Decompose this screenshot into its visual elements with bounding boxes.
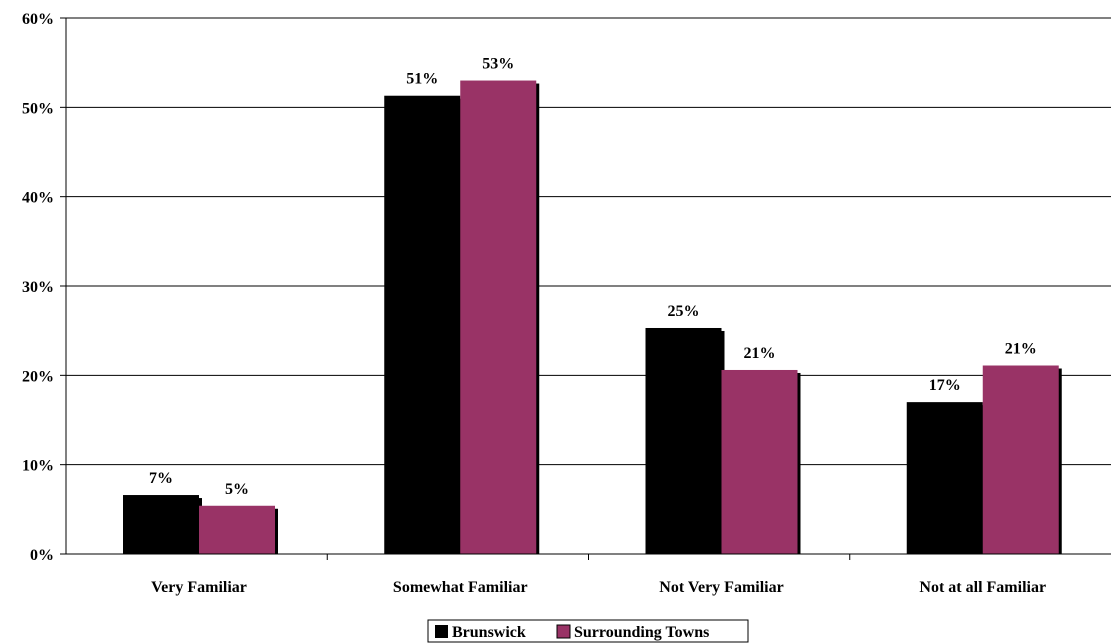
bar-data-label: 51%: [406, 71, 438, 88]
bar: [384, 95, 461, 554]
y-tick-label: 60%: [22, 11, 54, 28]
axes: [60, 17, 1111, 560]
y-tick-label: 40%: [22, 190, 54, 207]
y-tick-label: 10%: [22, 458, 54, 475]
labels: 0% 10% 20% 30% 40% 50% 60% Very Familiar 7% 5% Som…: [22, 11, 1046, 596]
bar: [721, 369, 798, 554]
bar: [906, 402, 983, 554]
bar: [982, 365, 1059, 554]
y-tick-label: 0%: [30, 547, 54, 564]
legend-label-surrounding-towns: Surrounding Towns: [574, 624, 709, 641]
bar: [645, 327, 722, 554]
x-category-label: Not at all Familiar: [919, 579, 1046, 596]
legend: Brunswick Surrounding Towns: [427, 619, 749, 643]
bar-data-label: 25%: [668, 303, 700, 320]
x-category-label: Not Very Familiar: [659, 579, 783, 596]
y-tick-label: 30%: [22, 279, 54, 296]
bar: [460, 80, 537, 555]
bar: [199, 505, 275, 554]
bar-data-label: 17%: [929, 377, 961, 394]
legend-box: [427, 619, 749, 643]
bar: [123, 495, 199, 554]
bar-data-label: 53%: [482, 56, 514, 73]
bar-data-label: 21%: [1005, 341, 1037, 358]
legend-swatch-surrounding-towns: [556, 624, 571, 639]
y-tick-label: 20%: [22, 368, 54, 385]
x-category-label: Very Familiar: [151, 579, 247, 596]
bars: [123, 80, 1062, 555]
gridlines: [66, 17, 1111, 466]
legend-swatch-brunswick: [435, 625, 448, 638]
bar-data-label: 7%: [149, 470, 173, 487]
legend-label-brunswick: Brunswick: [452, 624, 526, 641]
x-category-label: Somewhat Familiar: [393, 579, 528, 596]
y-tick-label: 50%: [22, 100, 54, 117]
bar-data-label: 21%: [744, 345, 776, 362]
bar-data-label: 5%: [225, 481, 249, 498]
